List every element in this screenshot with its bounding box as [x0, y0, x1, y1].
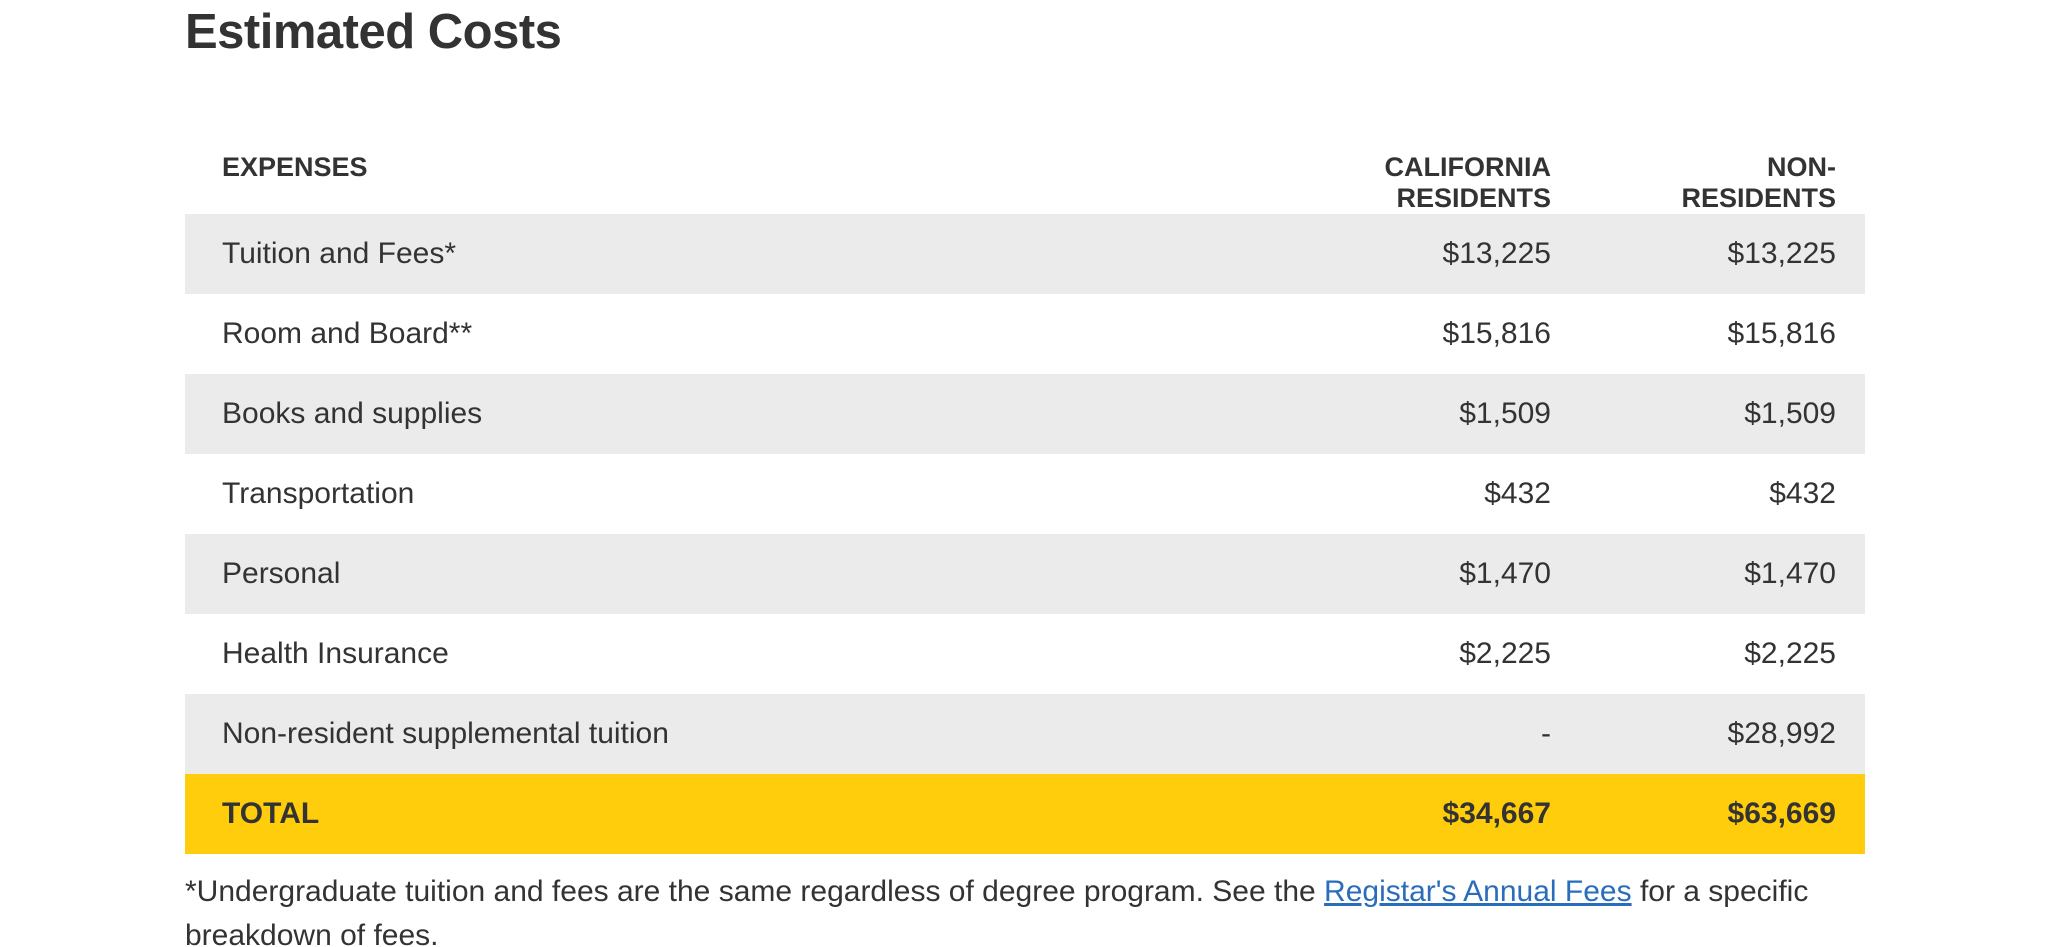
table-row-personal: Personal $1,470 $1,470 [185, 534, 1865, 614]
ca-residents-value: $15,816 [1442, 317, 1551, 350]
footnote-text-before-link: *Undergraduate tuition and fees are the … [185, 875, 1325, 908]
table-header-row: EXPENSES CALIFORNIA RESIDENTS NON- RESID… [185, 152, 1865, 214]
non-residents-value: $28,992 [1727, 717, 1836, 750]
ca-residents-value: $432 [1484, 477, 1551, 510]
non-residents-value: $13,225 [1727, 237, 1836, 270]
expense-label: Transportation [222, 477, 415, 510]
expense-label: Personal [222, 557, 341, 590]
ca-residents-value: $13,225 [1442, 237, 1551, 270]
non-residents-value: $1,470 [1744, 557, 1836, 590]
non-residents-value: $2,225 [1744, 637, 1836, 670]
total-label: TOTAL [222, 797, 320, 830]
table-row-room-and-board: Room and Board** $15,816 $15,816 [185, 294, 1865, 374]
expense-label: Non-resident supplemental tuition [222, 717, 669, 750]
estimated-costs-table: EXPENSES CALIFORNIA RESIDENTS NON- RESID… [185, 152, 1865, 854]
expense-label: Room and Board** [222, 317, 473, 350]
page-title: Estimated Costs [185, 5, 562, 59]
expenses-column-header: EXPENSES [185, 152, 1251, 214]
registrars-annual-fees-link[interactable]: Registar's Annual Fees [1324, 875, 1632, 908]
table-row-transportation: Transportation $432 $432 [185, 454, 1865, 534]
non-residents-value: $432 [1769, 477, 1836, 510]
non-residents-value: $1,509 [1744, 397, 1836, 430]
ca-residents-value: $2,225 [1459, 637, 1551, 670]
table-row-tuition-and-fees: Tuition and Fees* $13,225 $13,225 [185, 214, 1865, 294]
table-total-row: TOTAL $34,667 $63,669 [185, 774, 1865, 854]
expense-label: Books and supplies [222, 397, 483, 430]
total-ca-residents-value: $34,667 [1442, 797, 1551, 830]
non-residents-value: $15,816 [1727, 317, 1836, 350]
expense-label: Health Insurance [222, 637, 449, 670]
expense-label: Tuition and Fees* [222, 237, 457, 270]
ca-residents-value: $1,509 [1459, 397, 1551, 430]
ca-residents-value: $1,470 [1459, 557, 1551, 590]
total-non-residents-value: $63,669 [1727, 797, 1836, 830]
california-residents-column-header: CALIFORNIA RESIDENTS [1251, 152, 1551, 214]
table-row-nonresident-supplemental-tuition: Non-resident supplemental tuition - $28,… [185, 694, 1865, 774]
non-residents-column-header: NON- RESIDENTS [1551, 152, 1865, 214]
table-row-health-insurance: Health Insurance $2,225 $2,225 [185, 614, 1865, 694]
ca-residents-value: - [1541, 717, 1551, 750]
footnote: *Undergraduate tuition and fees are the … [185, 870, 1835, 947]
footnote-text-after-link: for a specific breakdown of fees. [185, 875, 1809, 947]
table-row-books-and-supplies: Books and supplies $1,509 $1,509 [185, 374, 1865, 454]
